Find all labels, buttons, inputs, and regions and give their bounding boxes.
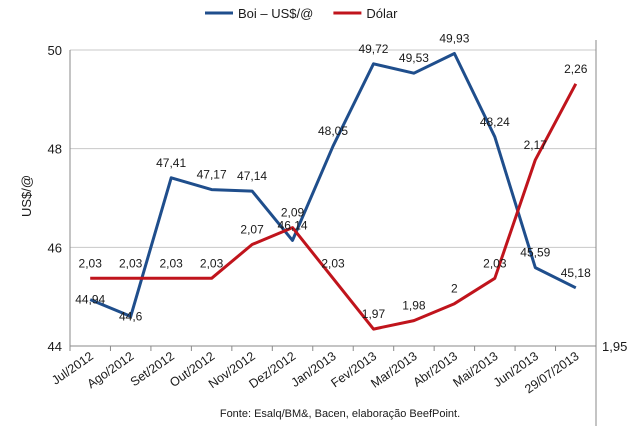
data-label: 47,17 [197, 168, 227, 182]
y-axis-title: US$/@ [19, 175, 34, 217]
data-label: 1,98 [402, 299, 426, 313]
data-label: 2,17 [524, 138, 548, 152]
data-label: 46,14 [278, 218, 308, 232]
series-line [89, 52, 577, 318]
y-tick-label: 48 [48, 142, 62, 157]
y2-tick-label: 1,95 [602, 339, 627, 354]
y-tick-label: 50 [48, 43, 62, 58]
legend-label: Boi – US$/@ [238, 6, 313, 21]
series-lines [89, 52, 578, 331]
data-label: 47,14 [237, 169, 267, 183]
data-labels: 44,94 44,6 47,41 47,17 47,14 46,14 48,05 49,72 4… [75, 31, 591, 323]
data-label: 1,97 [362, 307, 386, 321]
data-label: 2,03 [483, 256, 507, 270]
data-label: 2,03 [79, 256, 103, 270]
data-label: 2 [451, 282, 458, 296]
data-label: 45,59 [520, 246, 550, 260]
data-label: 2,03 [119, 256, 143, 270]
data-label: 49,53 [399, 51, 429, 65]
data-label: 2,03 [321, 256, 345, 270]
y-tick-label: 46 [48, 240, 62, 255]
data-label: 2,09 [281, 206, 305, 220]
data-label: 49,93 [439, 31, 469, 45]
data-label: 47,41 [156, 156, 186, 170]
data-label: 48,05 [318, 124, 348, 138]
legend: Boi – US$/@ Dólar [205, 6, 398, 21]
data-label: 2,03 [159, 256, 183, 270]
data-label: 2,03 [200, 256, 224, 270]
data-label: 44,6 [119, 309, 143, 323]
data-label: 2,26 [564, 62, 588, 76]
legend-label: Dólar [366, 6, 398, 21]
data-label: 2,07 [240, 223, 264, 237]
data-label: 45,18 [561, 266, 591, 280]
series-line [90, 83, 578, 331]
data-label: 49,72 [358, 42, 388, 56]
data-label: 48,24 [480, 115, 510, 129]
data-label: 44,94 [75, 293, 105, 307]
y-tick-label: 44 [48, 339, 62, 354]
source-note: Fonte: Esalq/BM&, Bacen, elaboração Beef… [220, 408, 460, 420]
